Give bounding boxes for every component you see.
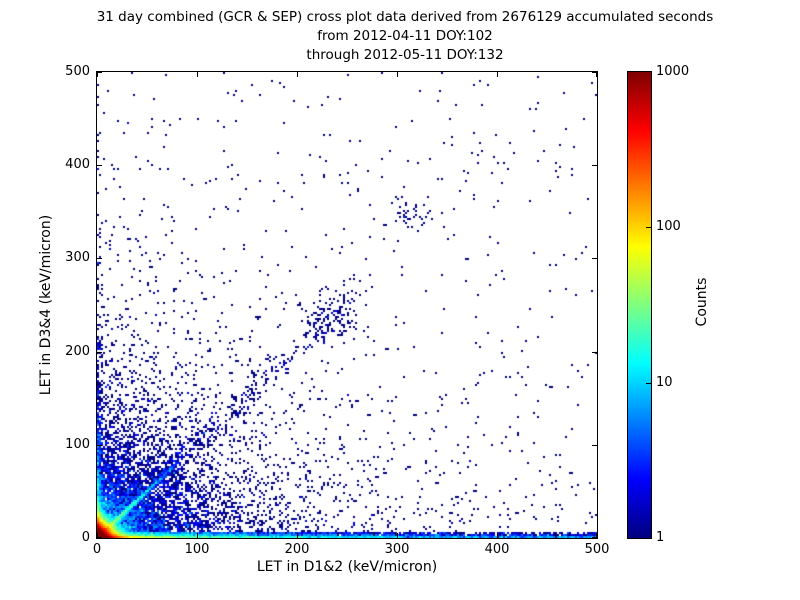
colorbar (627, 71, 652, 539)
y-tick-mark (97, 352, 102, 353)
colorbar-gradient-canvas (628, 72, 651, 538)
chart-title: 31 day combined (GCR & SEP) cross plot d… (5, 8, 800, 65)
y-tick-mark-right (592, 352, 597, 353)
x-tick-label: 0 (92, 542, 102, 557)
y-tick-mark-right (592, 165, 597, 166)
y-tick-mark-right (592, 258, 597, 259)
title-line-2: from 2012-04-11 DOY:102 (317, 28, 493, 44)
y-tick-mark-right (592, 72, 597, 73)
x-tick-label: 300 (384, 542, 410, 557)
y-tick-mark (97, 72, 102, 73)
y-tick-label: 300 (65, 250, 90, 266)
x-tick-mark-top (397, 72, 398, 77)
colorbar-tick-mark (646, 227, 651, 228)
x-tick-label: 500 (584, 542, 610, 557)
x-tick-mark (497, 533, 498, 538)
y-tick-label: 100 (65, 436, 90, 452)
y-tick-mark (97, 445, 102, 446)
y-tick-label: 500 (65, 64, 90, 79)
y-tick-mark (97, 165, 102, 166)
x-tick-mark (197, 533, 198, 538)
x-tick-mark (596, 533, 597, 538)
x-tick-mark-top (97, 72, 98, 77)
x-tick-label: 100 (184, 542, 210, 557)
y-axis-label: LET in D3&4 (keV/micron) (38, 214, 54, 396)
plot-area (96, 71, 598, 539)
title-line-3: through 2012-05-11 DOY:132 (306, 47, 504, 63)
y-tick-mark-right (592, 537, 597, 538)
y-tick-mark (97, 537, 102, 538)
colorbar-tick-label: 1 (656, 530, 665, 545)
x-tick-mark (297, 533, 298, 538)
y-tick-mark-right (592, 445, 597, 446)
cross-plot-canvas (97, 72, 597, 538)
x-tick-label: 200 (284, 542, 310, 557)
y-tick-label: 400 (65, 157, 90, 173)
x-tick-mark-top (596, 72, 597, 77)
colorbar-label: Counts (694, 277, 710, 327)
x-tick-mark (97, 533, 98, 538)
x-tick-mark-top (297, 72, 298, 77)
x-tick-mark (397, 533, 398, 538)
colorbar-tick-mark (646, 383, 651, 384)
x-axis-label: LET in D1&2 (keV/micron) (256, 559, 438, 575)
x-tick-mark-top (497, 72, 498, 77)
colorbar-tick-label: 100 (656, 219, 681, 235)
title-line-1: 31 day combined (GCR & SEP) cross plot d… (96, 9, 714, 25)
colorbar-tick-label: 1000 (656, 64, 690, 79)
y-tick-label: 0 (81, 530, 90, 545)
x-tick-mark-top (197, 72, 198, 77)
y-tick-mark (97, 258, 102, 259)
x-tick-label: 400 (484, 542, 510, 557)
colorbar-tick-label: 10 (656, 374, 673, 390)
y-tick-label: 200 (65, 343, 90, 359)
